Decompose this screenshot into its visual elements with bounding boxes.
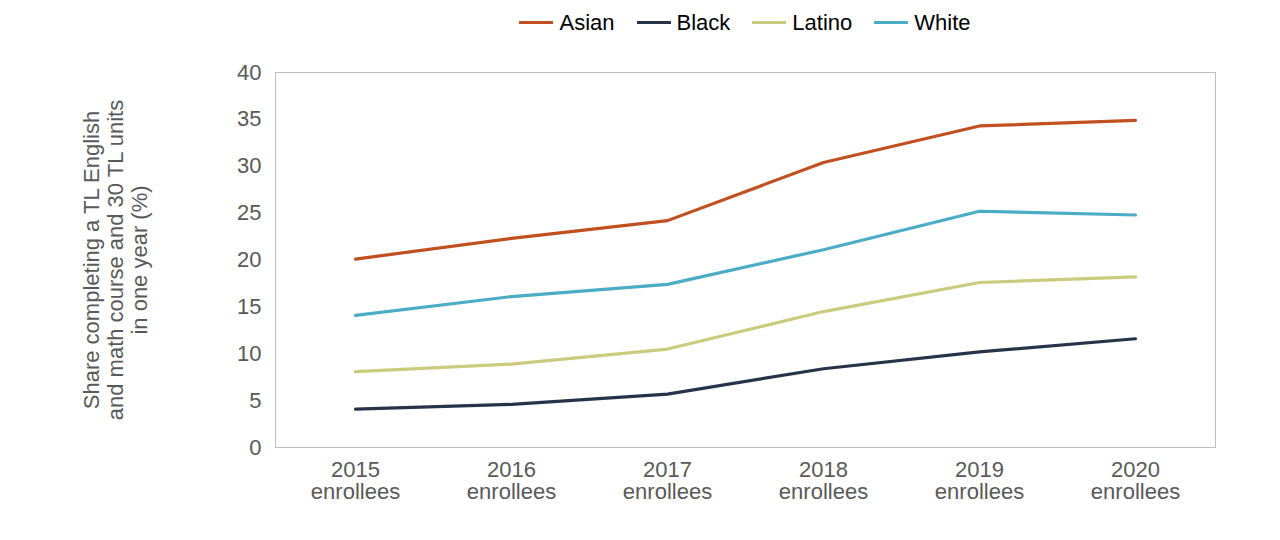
html-text:Asian: Asian <box>559 9 615 35</box>
html-text:Black: Black <box>676 9 731 35</box>
svg-text:2019enrollees: 2019enrollees <box>935 457 1024 504</box>
svg-text:Share completing a TL Englisha: Share completing a TL Englishand math co… <box>79 100 152 420</box>
svg-text:10: 10 <box>237 341 261 366</box>
svg-text:20: 20 <box>237 247 261 272</box>
svg-text:0: 0 <box>249 435 261 460</box>
svg-text:5: 5 <box>249 388 261 413</box>
svg-text:40: 40 <box>237 60 261 85</box>
svg-text:30: 30 <box>237 153 261 178</box>
svg-text:2016enrollees: 2016enrollees <box>467 457 556 504</box>
svg-text:35: 35 <box>237 106 261 131</box>
svg-text:15: 15 <box>237 294 261 319</box>
svg-text:2017enrollees: 2017enrollees <box>623 457 712 504</box>
svg-text:2020enrollees: 2020enrollees <box>1091 457 1180 504</box>
html-text:White: White <box>914 9 971 35</box>
svg-text:2015enrollees: 2015enrollees <box>311 457 400 504</box>
svg-text:2018enrollees: 2018enrollees <box>779 457 868 504</box>
html-text:Latino: Latino <box>792 9 853 35</box>
svg-text:25: 25 <box>237 200 261 225</box>
